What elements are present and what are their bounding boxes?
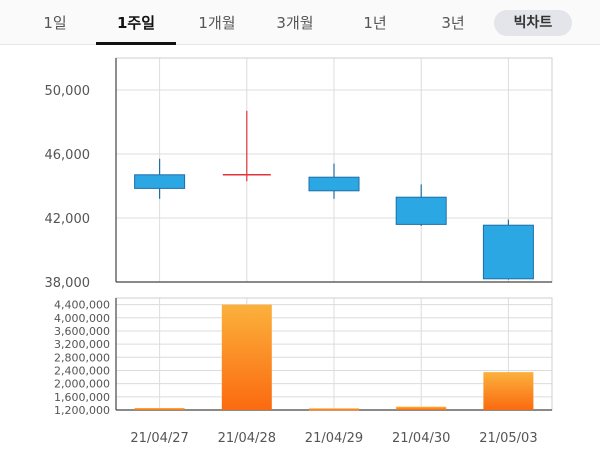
volume-bar <box>134 408 185 411</box>
price-tick-label: 46,000 <box>45 148 91 163</box>
candle-body <box>308 176 360 192</box>
volume-bar-series <box>134 304 534 411</box>
volume-bar <box>309 408 359 411</box>
candle-body <box>395 196 447 225</box>
date-tick-label: 21/04/30 <box>392 431 450 446</box>
volume-tick-label: 1,600,000 <box>54 391 110 404</box>
candlestick <box>222 110 271 182</box>
candlestick-series <box>134 110 534 280</box>
candlestick <box>134 158 186 199</box>
price-tick-label: 50,000 <box>45 84 91 99</box>
tab-1-day[interactable]: 1일 <box>43 14 67 32</box>
candlestick <box>482 219 534 280</box>
active-tab-underline <box>96 42 176 45</box>
date-axis-labels: 21/04/27 21/04/28 21/04/29 21/04/30 21/05/03 <box>130 431 537 446</box>
tab-1-year[interactable]: 1년 <box>363 14 387 32</box>
volume-tick-label: 2,000,000 <box>54 378 110 391</box>
price-tick-label: 38,000 <box>45 276 91 291</box>
date-tick-label: 21/04/29 <box>305 431 363 446</box>
bigchart-button[interactable]: 빅차트 <box>494 10 572 36</box>
volume-tick-label: 1,200,000 <box>54 404 110 417</box>
period-tab-bar: 1일 1주일 1개월 3개월 1년 3년 빅차트 <box>0 0 600 46</box>
candlestick <box>308 163 360 199</box>
volume-bar <box>483 372 534 410</box>
date-tick-label: 21/04/27 <box>130 431 188 446</box>
volume-tick-label: 4,000,000 <box>54 312 110 325</box>
candle-body <box>134 174 186 189</box>
tab-1-week[interactable]: 1주일 <box>116 14 156 32</box>
date-tick-label: 21/04/28 <box>218 431 276 446</box>
tab-3-months[interactable]: 3개월 <box>276 14 314 32</box>
volume-axis-ticks: 1,200,0001,600,0002,000,0002,400,0002,80… <box>54 299 110 417</box>
volume-bar <box>396 406 447 410</box>
volume-grid <box>116 298 552 410</box>
volume-tick-label: 2,800,000 <box>54 351 110 364</box>
volume-tick-label: 4,400,000 <box>54 299 110 312</box>
price-axis-ticks: 38,000 42,000 46,000 50,000 <box>45 84 91 291</box>
tab-1-month[interactable]: 1개월 <box>198 14 236 32</box>
date-tick-label: 21/05/03 <box>479 431 537 446</box>
volume-tick-label: 3,200,000 <box>54 338 110 351</box>
volume-tick-label: 2,400,000 <box>54 364 110 377</box>
volume-bar <box>221 304 272 410</box>
candlestick <box>395 184 447 226</box>
tab-3-years[interactable]: 3년 <box>441 14 465 32</box>
price-tick-label: 42,000 <box>45 212 91 227</box>
candle-body <box>482 224 534 280</box>
volume-tick-label: 3,600,000 <box>54 325 110 338</box>
